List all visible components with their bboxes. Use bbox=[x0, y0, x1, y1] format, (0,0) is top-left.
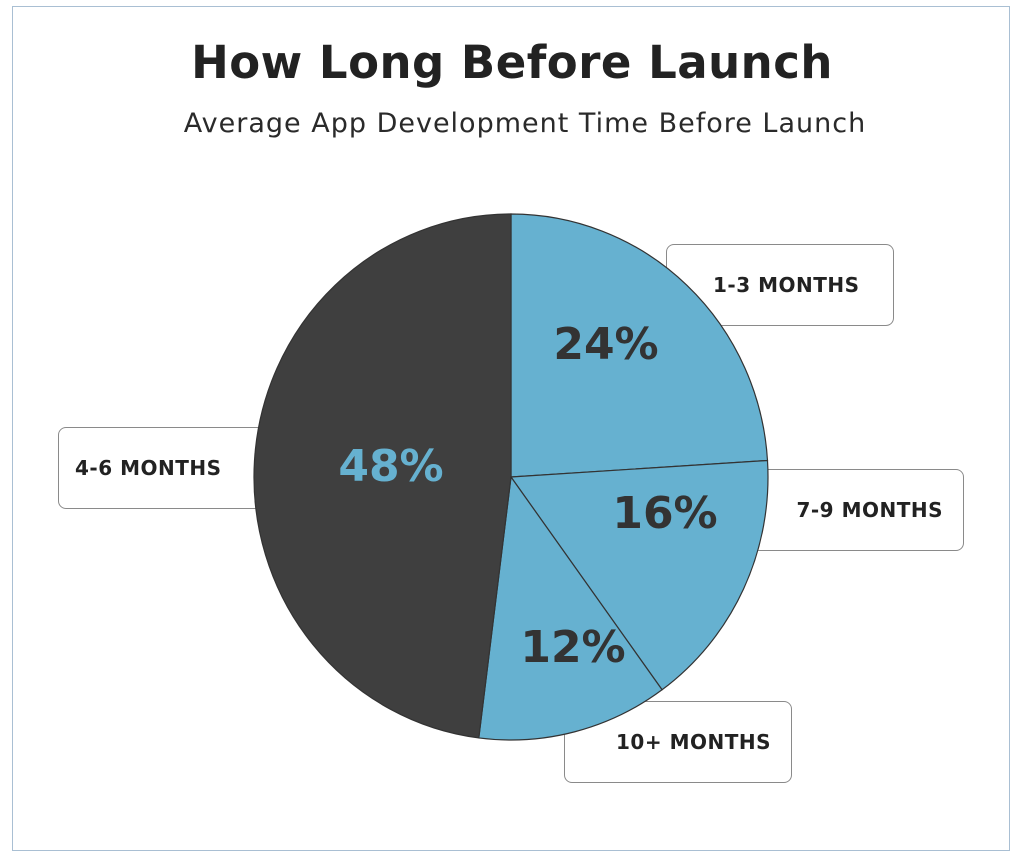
slice-label-4-6-months: 4-6 MONTHS bbox=[75, 456, 222, 480]
pie-slice-4-6-months bbox=[253, 213, 512, 739]
pie-slice-7-9-months bbox=[509, 459, 769, 691]
slice-label-10-plus-months: 10+ MONTHS bbox=[616, 730, 771, 754]
pie-slices bbox=[253, 213, 769, 741]
pie-value-label: 12% bbox=[520, 622, 625, 673]
pie-value-label: 48% bbox=[338, 441, 443, 492]
slice-label-7-9-months: 7-9 MONTHS bbox=[796, 498, 943, 522]
pie-slice-1-3-months bbox=[510, 213, 769, 478]
pie-slice-10-months bbox=[478, 475, 663, 741]
pie-value-label: 24% bbox=[553, 319, 658, 370]
callout-7-9-months: 7-9 MONTHS bbox=[752, 469, 964, 551]
callout-4-6-months: 4-6 MONTHS bbox=[58, 427, 278, 509]
chart-subtitle: Average App Development Time Before Laun… bbox=[183, 108, 867, 139]
chart-title: How Long Before Launch bbox=[191, 36, 833, 89]
pie-value-label: 16% bbox=[612, 488, 717, 539]
slice-label-1-3-months: 1-3 MONTHS bbox=[713, 273, 860, 297]
pie-value-labels: 24% 16% 12% 48% bbox=[338, 319, 717, 673]
